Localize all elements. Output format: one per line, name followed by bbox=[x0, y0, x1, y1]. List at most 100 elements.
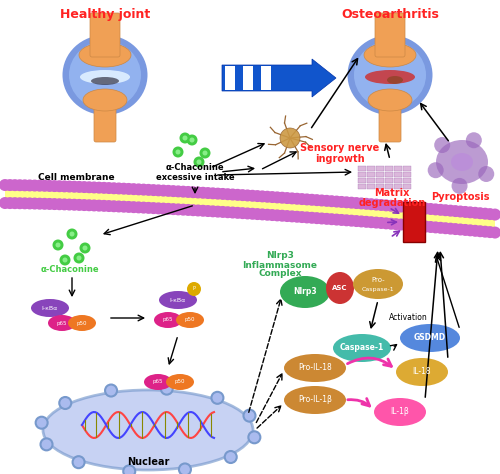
Circle shape bbox=[64, 199, 76, 210]
Bar bbox=[358, 178, 366, 183]
Circle shape bbox=[38, 180, 50, 192]
Bar bbox=[243, 66, 253, 90]
Circle shape bbox=[182, 186, 194, 198]
Circle shape bbox=[142, 202, 154, 214]
Circle shape bbox=[366, 216, 378, 228]
Circle shape bbox=[428, 162, 444, 178]
Circle shape bbox=[415, 220, 427, 232]
Circle shape bbox=[58, 181, 70, 192]
Ellipse shape bbox=[91, 77, 119, 85]
Circle shape bbox=[113, 182, 125, 194]
Ellipse shape bbox=[154, 312, 182, 328]
Circle shape bbox=[252, 190, 264, 202]
Circle shape bbox=[122, 183, 134, 195]
Circle shape bbox=[281, 210, 293, 222]
Text: Healthy joint: Healthy joint bbox=[60, 8, 150, 20]
Circle shape bbox=[207, 187, 219, 200]
Circle shape bbox=[40, 438, 52, 450]
Text: I-κBα: I-κBα bbox=[42, 306, 58, 310]
Circle shape bbox=[88, 200, 100, 211]
Circle shape bbox=[60, 397, 72, 409]
Circle shape bbox=[242, 190, 254, 201]
Circle shape bbox=[72, 456, 85, 468]
Circle shape bbox=[395, 219, 407, 230]
Ellipse shape bbox=[326, 272, 354, 304]
Circle shape bbox=[168, 203, 179, 215]
Text: IL-1β: IL-1β bbox=[390, 408, 409, 417]
Bar bbox=[403, 172, 411, 177]
Bar bbox=[403, 184, 411, 189]
Circle shape bbox=[78, 181, 90, 193]
Circle shape bbox=[454, 224, 466, 236]
Circle shape bbox=[375, 199, 387, 211]
Circle shape bbox=[440, 222, 452, 234]
Circle shape bbox=[158, 184, 170, 197]
Circle shape bbox=[73, 181, 85, 193]
Text: Pro-: Pro- bbox=[371, 277, 385, 283]
Circle shape bbox=[469, 225, 481, 237]
FancyArrowPatch shape bbox=[348, 358, 392, 366]
Text: Nuclear: Nuclear bbox=[127, 457, 169, 467]
Circle shape bbox=[177, 204, 189, 216]
Text: ingrowth: ingrowth bbox=[315, 154, 365, 164]
Circle shape bbox=[19, 197, 31, 210]
Circle shape bbox=[4, 179, 16, 191]
Circle shape bbox=[24, 198, 36, 210]
Circle shape bbox=[452, 178, 468, 194]
Circle shape bbox=[479, 226, 491, 237]
Circle shape bbox=[122, 201, 134, 213]
Circle shape bbox=[182, 204, 194, 216]
Circle shape bbox=[336, 214, 347, 226]
Circle shape bbox=[410, 220, 422, 232]
Ellipse shape bbox=[144, 374, 172, 390]
Text: Osteoarthritis: Osteoarthritis bbox=[341, 8, 439, 20]
Circle shape bbox=[286, 192, 298, 204]
FancyArrowPatch shape bbox=[348, 399, 370, 406]
Ellipse shape bbox=[62, 35, 148, 115]
Circle shape bbox=[113, 201, 125, 212]
Circle shape bbox=[93, 200, 105, 212]
Circle shape bbox=[9, 179, 21, 191]
Text: Activation: Activation bbox=[388, 313, 428, 322]
Circle shape bbox=[222, 188, 234, 200]
Circle shape bbox=[38, 198, 50, 210]
Circle shape bbox=[405, 201, 417, 213]
Circle shape bbox=[340, 214, 352, 226]
Circle shape bbox=[276, 210, 288, 222]
Bar bbox=[403, 178, 411, 183]
Bar bbox=[376, 178, 384, 183]
Circle shape bbox=[306, 212, 318, 224]
Bar bbox=[367, 184, 375, 189]
Circle shape bbox=[434, 137, 450, 153]
Circle shape bbox=[182, 136, 188, 140]
Circle shape bbox=[311, 194, 323, 206]
Ellipse shape bbox=[396, 358, 448, 386]
Circle shape bbox=[76, 255, 82, 261]
Ellipse shape bbox=[159, 291, 197, 309]
Circle shape bbox=[158, 202, 170, 215]
Circle shape bbox=[212, 392, 224, 404]
Circle shape bbox=[356, 198, 368, 210]
Text: p50: p50 bbox=[185, 318, 195, 322]
Circle shape bbox=[450, 223, 462, 235]
Text: Caspase-1: Caspase-1 bbox=[340, 344, 384, 353]
Circle shape bbox=[469, 207, 481, 219]
Circle shape bbox=[256, 191, 268, 202]
Circle shape bbox=[479, 208, 491, 219]
Circle shape bbox=[350, 215, 362, 227]
Circle shape bbox=[252, 208, 264, 220]
Circle shape bbox=[9, 197, 21, 209]
Bar bbox=[358, 172, 366, 177]
Ellipse shape bbox=[436, 140, 488, 184]
Circle shape bbox=[142, 184, 154, 196]
Text: Inflammasome: Inflammasome bbox=[242, 261, 318, 270]
Ellipse shape bbox=[368, 89, 412, 111]
Circle shape bbox=[176, 149, 180, 155]
Ellipse shape bbox=[451, 153, 473, 171]
Circle shape bbox=[186, 135, 198, 146]
Text: p65: p65 bbox=[57, 320, 67, 326]
Circle shape bbox=[306, 194, 318, 206]
Circle shape bbox=[420, 220, 432, 233]
Bar bbox=[367, 178, 375, 183]
Ellipse shape bbox=[333, 334, 391, 362]
